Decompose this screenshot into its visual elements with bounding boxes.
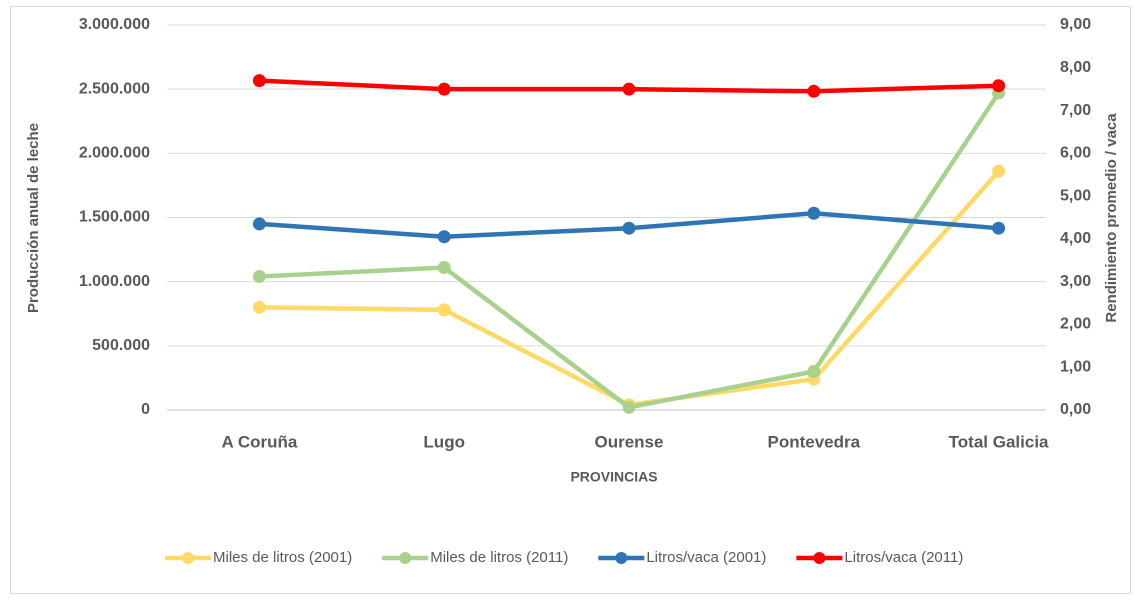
x-tick-label: Ourense bbox=[595, 432, 664, 451]
x-tick-label: Lugo bbox=[423, 432, 465, 451]
series-point bbox=[252, 217, 266, 231]
chart-border bbox=[10, 6, 1131, 594]
y2-tick-label: 5,00 bbox=[1060, 187, 1091, 204]
series-point bbox=[807, 84, 821, 98]
legend-marker bbox=[615, 552, 628, 564]
series-point bbox=[622, 400, 636, 414]
series-point bbox=[807, 365, 821, 378]
y2-tick-label: 4,00 bbox=[1060, 230, 1091, 247]
series-point bbox=[622, 221, 636, 235]
legend-label: Miles de litros (2011) bbox=[430, 549, 568, 566]
y-tick-label: 3.000.000 bbox=[79, 16, 150, 33]
legend-label: Litros/vaca (2001) bbox=[646, 549, 766, 566]
y-tick-label: 500.000 bbox=[92, 337, 150, 354]
y2-tick-label: 2,00 bbox=[1060, 316, 1091, 333]
series-point bbox=[437, 303, 451, 317]
y2-tick-label: 6,00 bbox=[1060, 145, 1091, 162]
y2-tick-label: 7,00 bbox=[1060, 102, 1091, 119]
series-point bbox=[807, 206, 821, 220]
x-tick-label: Total Galicia bbox=[949, 432, 1049, 451]
y-tick-label: 2.500.000 bbox=[79, 80, 150, 97]
legend-marker bbox=[399, 552, 412, 564]
y2-tick-label: 9,00 bbox=[1060, 16, 1091, 33]
y2-tick-label: 8,00 bbox=[1060, 59, 1091, 76]
y-tick-label: 0 bbox=[141, 401, 150, 418]
y2-tick-label: 1,00 bbox=[1060, 358, 1091, 375]
series-point bbox=[252, 300, 266, 314]
y-tick-label: 1.500.000 bbox=[79, 209, 150, 226]
x-tick-label: A Coruña bbox=[221, 432, 297, 451]
series-point bbox=[252, 270, 266, 284]
y2-tick-label: 0,00 bbox=[1060, 401, 1091, 418]
legend-marker bbox=[182, 552, 194, 564]
series-point bbox=[992, 221, 1006, 235]
series-point bbox=[252, 74, 266, 88]
y-axis-title: Producción anual de leche bbox=[25, 123, 42, 313]
y2-axis-title: Rendimiento promedio / vaca bbox=[1103, 113, 1120, 323]
series-point bbox=[437, 82, 451, 96]
legend-marker bbox=[813, 552, 826, 564]
series-point bbox=[992, 164, 1006, 178]
series-point bbox=[992, 79, 1006, 93]
y2-tick-label: 3,00 bbox=[1060, 273, 1091, 290]
y-tick-label: 2.000.000 bbox=[79, 145, 150, 162]
legend-label: Litros/vaca (2011) bbox=[844, 549, 963, 566]
y-tick-label: 1.000.000 bbox=[79, 273, 150, 290]
series-point bbox=[622, 82, 636, 96]
series-point bbox=[437, 261, 451, 275]
series-point bbox=[437, 230, 451, 244]
x-tick-label: Pontevedra bbox=[768, 432, 861, 451]
legend-label: Miles de litros (2001) bbox=[213, 549, 352, 566]
x-axis-title: PROVINCIAS bbox=[570, 469, 657, 485]
